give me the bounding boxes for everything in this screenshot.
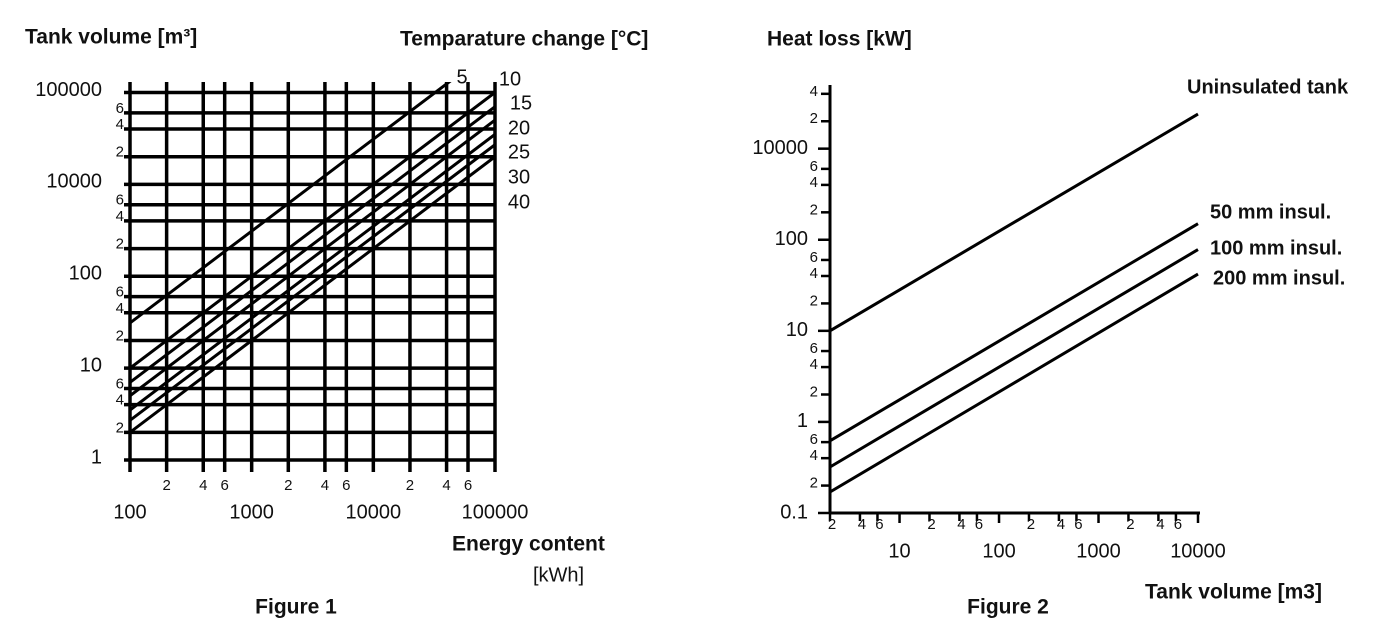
x-tick-label: 2	[162, 477, 170, 494]
x-tick-label: 100	[982, 540, 1015, 562]
x-tick-label: 2	[1027, 516, 1035, 533]
y-tick-label: 2	[810, 292, 818, 309]
y-tick-label: 6	[810, 431, 818, 448]
x-tick-label: 6	[221, 477, 229, 494]
series-label: 100 mm insul.	[1210, 237, 1342, 259]
y-tick-label: 6	[810, 249, 818, 266]
figure-caption: Figure 2	[967, 596, 1049, 619]
y-tick-label: 4	[810, 83, 818, 100]
y-tick-label: 6	[810, 340, 818, 357]
y-tick-label: 100	[775, 228, 808, 250]
series-line	[130, 82, 452, 325]
x-tick-label: 6	[1174, 516, 1182, 533]
series-line	[829, 222, 1199, 443]
y-tick-label: 1	[797, 410, 808, 432]
x-tick-label: 10000	[346, 501, 402, 523]
x-tick-label: 2	[1126, 516, 1134, 533]
x-axis-title: Tank volume [m3]	[1145, 581, 1322, 604]
series-line	[130, 143, 495, 422]
x-tick-label: 6	[1074, 516, 1082, 533]
series-label: 200 mm insul.	[1213, 267, 1345, 289]
x-tick-label: 4	[199, 477, 207, 494]
y-tick-label: 4	[810, 265, 818, 282]
y-tick-label: 100000	[35, 79, 102, 101]
y-tick-label: 4	[116, 208, 124, 225]
y-tick-label: 100	[69, 263, 102, 285]
x-tick-label: 1000	[1076, 540, 1121, 562]
series-label: 10	[499, 68, 521, 90]
y-tick-label: 0.1	[780, 501, 808, 523]
y-tick-label: 10	[786, 319, 808, 341]
x-axis-title: Energy content	[452, 533, 605, 556]
y-axis-title: Tank volume [m³]	[25, 26, 197, 49]
x-tick-label: 4	[442, 477, 450, 494]
y-tick-label: 4	[116, 392, 124, 409]
x-tick-label: 2	[406, 477, 414, 494]
y-tick-label: 4	[810, 447, 818, 464]
x-tick-label: 4	[1156, 516, 1164, 533]
y-tick-label: 2	[116, 327, 124, 344]
x-tick-label: 2	[284, 477, 292, 494]
y-tick-label: 4	[116, 300, 124, 317]
y-axis-title: Heat loss [kW]	[767, 28, 912, 51]
series-label: Uninsulated tank	[1187, 76, 1349, 98]
y-tick-label: 2	[810, 475, 818, 492]
series-label: 40	[508, 191, 530, 213]
y-tick-label: 6	[116, 100, 124, 117]
x-tick-label: 10000	[1170, 540, 1226, 562]
y-tick-label: 4	[810, 356, 818, 373]
y-tick-label: 2	[810, 201, 818, 218]
y-tick-label: 6	[116, 284, 124, 301]
x-tick-label: 2	[927, 516, 935, 533]
x-tick-label: 6	[975, 516, 983, 533]
x-tick-label: 100000	[462, 501, 529, 523]
x-tick-label: 4	[1057, 516, 1065, 533]
series-label: 30	[508, 166, 530, 188]
figure-caption: Figure 1	[255, 596, 337, 619]
x-tick-label: 6	[342, 477, 350, 494]
x-tick-label: 4	[957, 516, 965, 533]
y-tick-label: 2	[116, 419, 124, 436]
series-label: 20	[508, 117, 530, 139]
series-label: 50 mm insul.	[1210, 201, 1331, 223]
y-tick-label: 4	[810, 174, 818, 191]
legend-title: Temparature change [°C]	[400, 28, 648, 51]
y-tick-label: 2	[116, 144, 124, 161]
x-tick-label: 6	[464, 477, 472, 494]
y-tick-label: 2	[810, 110, 818, 127]
series-line	[130, 105, 495, 384]
y-tick-label: 6	[116, 192, 124, 209]
series-line	[130, 133, 495, 412]
x-tick-label: 100	[113, 501, 146, 523]
series-line	[130, 118, 495, 397]
y-tick-label: 10000	[46, 171, 102, 193]
y-tick-label: 4	[116, 116, 124, 133]
y-tick-label: 10000	[752, 137, 808, 159]
x-tick-label: 10	[888, 540, 910, 562]
y-tick-label: 10	[80, 354, 102, 376]
x-tick-label: 6	[875, 516, 883, 533]
series-line	[829, 272, 1199, 494]
series-line	[829, 248, 1199, 469]
y-tick-label: 2	[810, 383, 818, 400]
x-tick-label: 4	[321, 477, 329, 494]
y-tick-label: 6	[810, 158, 818, 175]
series-line	[130, 91, 495, 370]
x-axis-unit: [kWh]	[533, 564, 584, 586]
series-label: 5	[456, 66, 467, 88]
x-tick-label: 2	[828, 516, 836, 533]
series-line	[130, 155, 495, 434]
series-label: 25	[508, 141, 530, 163]
y-tick-label: 2	[116, 236, 124, 253]
x-tick-label: 1000	[229, 501, 274, 523]
series-line	[829, 112, 1199, 333]
y-tick-label: 6	[116, 375, 124, 392]
y-tick-label: 1	[91, 446, 102, 468]
x-tick-label: 4	[858, 516, 866, 533]
series-label: 15	[510, 92, 532, 114]
